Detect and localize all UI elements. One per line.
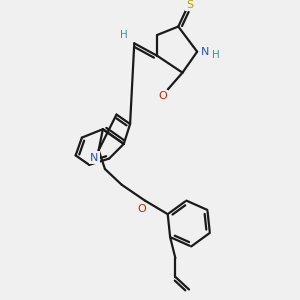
Text: N: N: [201, 47, 210, 57]
Text: O: O: [137, 204, 146, 214]
Text: H: H: [212, 50, 220, 60]
Text: H: H: [120, 30, 128, 40]
Text: N: N: [90, 152, 99, 163]
Text: O: O: [158, 91, 167, 101]
Text: S: S: [186, 0, 194, 10]
